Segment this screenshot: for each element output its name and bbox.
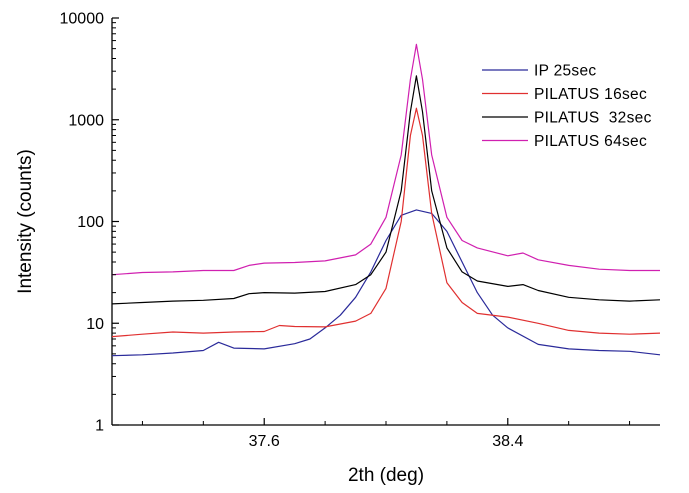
x-tick-label: 38.4 — [492, 433, 523, 450]
y-tick-label: 1 — [95, 418, 104, 435]
series-line-1 — [111, 209, 661, 357]
series-lines — [111, 43, 661, 357]
legend-label: IP 25sec — [534, 63, 596, 80]
legend-label: PILATUS 32sec — [534, 110, 652, 127]
axis-ticks — [112, 17, 631, 426]
x-tick-label: 37.6 — [249, 433, 280, 450]
tick-labels: 1 10 100 1000 10000 37.6 38.4 — [60, 11, 524, 451]
series-line-2 — [111, 107, 661, 338]
series-line-4 — [111, 43, 660, 276]
y-tick-label: 10 — [86, 316, 104, 333]
legend-label: PILATUS 16sec — [534, 86, 647, 103]
y-tick-label: 1000 — [68, 112, 104, 129]
legend: IP 25sec PILATUS 16sec PILATUS 32sec PILATU… — [482, 63, 652, 150]
x-axis-title: 2th (deg) — [348, 465, 424, 486]
y-tick-label: 10000 — [60, 11, 105, 28]
y-tick-label: 100 — [77, 214, 104, 231]
legend-label: PILATUS 64sec — [534, 133, 647, 150]
y-axis-title: Intensity (counts) — [15, 149, 36, 294]
series-line-3 — [111, 75, 661, 305]
